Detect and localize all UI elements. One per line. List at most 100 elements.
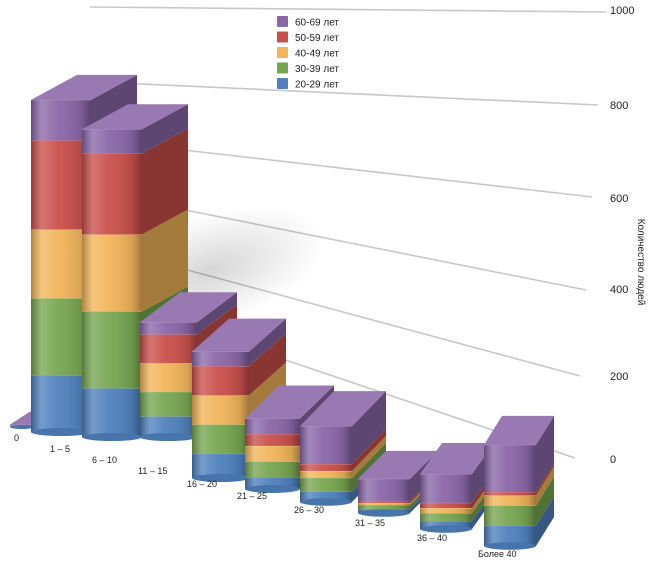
bar-top-cap [420, 442, 494, 474]
y-tick-label: 200 [610, 371, 628, 383]
bar-segment-highlight [484, 495, 536, 506]
bar-segment-highlight [358, 478, 410, 501]
bars [10, 74, 554, 550]
bar-top-cap [484, 415, 554, 445]
bar-segment-highlight [300, 464, 352, 471]
bar-base [358, 509, 410, 517]
x-category-label: 31 – 35 [355, 518, 385, 528]
bar-segment-highlight [300, 491, 352, 502]
bar-segment-highlight [245, 418, 300, 435]
bar-top-cap [245, 385, 334, 419]
bar-segment-highlight [31, 229, 91, 299]
bar-base [82, 433, 142, 441]
bar-segment-highlight [192, 453, 249, 478]
bar-top-cap [140, 292, 237, 323]
y-tick-label: 800 [610, 100, 628, 112]
bar-segment-side [352, 435, 386, 478]
bar-base [10, 425, 34, 429]
bar-top-cap [300, 391, 386, 427]
bar-segment-side [142, 104, 188, 154]
bar-segment-highlight [245, 461, 300, 478]
y-tick-label: 400 [610, 284, 628, 296]
bar-segment-highlight [31, 99, 91, 141]
bar-segment-highlight [420, 513, 472, 522]
gridline [119, 82, 599, 106]
bar-segment-highlight [420, 473, 472, 503]
bar-segment-highlight [245, 445, 300, 462]
bar-segment-highlight [245, 477, 300, 489]
bar-top-cap [192, 318, 286, 352]
bar-segment-side [197, 292, 237, 335]
x-category-label: 36 – 40 [417, 533, 447, 543]
bar-segment-highlight [192, 395, 249, 425]
x-category-label: 16 – 20 [187, 479, 217, 489]
x-category-label: 11 – 15 [138, 466, 167, 476]
bar-segment-highlight [31, 375, 91, 432]
bar-segment-highlight [140, 416, 197, 437]
bar-segment-highlight [192, 351, 249, 367]
bar-segment-highlight [358, 502, 410, 505]
x-category-label: 21 – 25 [237, 491, 267, 501]
bar-stack [420, 442, 494, 533]
bar-segment-side [142, 128, 188, 235]
bar-top-cap [358, 450, 438, 479]
y-axis-ticks: 1000 800 600 400 200 0 [610, 5, 634, 466]
bar-segment-highlight [420, 521, 472, 529]
legend-swatch [277, 31, 288, 43]
bar-segment-highlight [420, 508, 472, 514]
gridline [139, 144, 593, 198]
bar-segment-highlight [484, 505, 536, 526]
bar-top-cap [82, 104, 188, 130]
y-tick-label: 600 [610, 193, 628, 205]
bar-segment-highlight [140, 391, 197, 417]
y-axis-title: Количество людей [635, 219, 646, 306]
gridline [89, 6, 607, 13]
bar-base [300, 498, 352, 506]
x-category-label: 1 – 5 [50, 444, 70, 454]
y-tick-label: 1000 [610, 5, 634, 17]
bar-segment-highlight [82, 153, 142, 235]
bar-segment-side [536, 463, 554, 496]
bar-stack [484, 415, 554, 550]
x-category-label: Более 40 [478, 549, 517, 559]
legend-label: 20-29 лет [295, 80, 339, 91]
x-category-label: 0 [14, 433, 19, 443]
y-tick-label: 0 [610, 454, 616, 466]
bar-base [484, 542, 536, 550]
bar-segment-highlight [82, 311, 142, 389]
x-axis-categories: 0 1 – 5 6 – 10 11 – 15 16 – 20 21 – 25 26 – 30… [14, 433, 517, 559]
bar-segment-highlight [484, 525, 536, 546]
bar-segment-highlight [300, 477, 352, 492]
bar-segment-highlight [300, 426, 352, 465]
bar-segment-highlight [420, 502, 472, 509]
legend-label: 30-39 лет [295, 64, 339, 75]
bar-stack [82, 104, 188, 441]
bar-segment-side [536, 415, 554, 493]
bar-segment-side [536, 466, 554, 506]
legend-swatch [277, 16, 288, 27]
bar-segment-highlight [82, 234, 142, 312]
bar-segment-highlight [82, 388, 142, 437]
legend: 60-69 лет 50-59 лет 40-49 лет 30-39 лет 20-2… [277, 16, 339, 91]
bar-base [245, 485, 300, 493]
bar-segment-highlight [192, 424, 249, 454]
legend-label: 40-49 лет [295, 49, 339, 60]
bar-segment-highlight [245, 434, 300, 446]
legend-swatch [277, 62, 288, 74]
legend-label: 50-59 лет [295, 33, 339, 44]
bar-segment-highlight [140, 363, 197, 392]
bar-segment-highlight [358, 504, 410, 509]
bar-segment-highlight [82, 129, 142, 154]
bar-segment-side [142, 209, 188, 312]
legend-swatch [277, 47, 288, 58]
bar-segment-side [536, 476, 554, 526]
x-category-label: 6 – 10 [92, 455, 117, 465]
bar-base [420, 525, 472, 533]
legend-swatch [277, 78, 288, 89]
bar-segment-side [249, 318, 286, 367]
bar-base [192, 474, 249, 482]
bar-segment-highlight [484, 492, 536, 496]
bar-segment-highlight [31, 298, 91, 376]
bar-segment-highlight [140, 334, 197, 364]
